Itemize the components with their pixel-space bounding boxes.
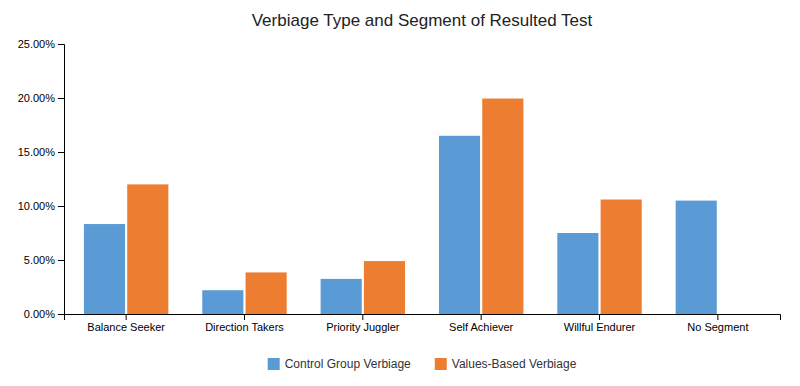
tick: Willful Endurer xyxy=(564,314,636,333)
tick-mark xyxy=(244,314,245,320)
tick-mark xyxy=(58,44,64,45)
tick: 0.00% xyxy=(24,308,64,320)
bar xyxy=(601,200,642,314)
tick: 15.00% xyxy=(18,146,64,158)
tick-mark xyxy=(599,314,600,320)
legend-label: Values-Based Verbiage xyxy=(452,357,577,371)
tick-mark xyxy=(58,314,64,315)
legend-item: Control Group Verbiage xyxy=(268,357,411,371)
tick: 10.00% xyxy=(18,200,64,212)
plot: 0.00% 5.00% 10.00% 15.00% 20.00% 25.00% Balanc… xyxy=(18,38,781,333)
tick-label: Balance Seeker xyxy=(87,321,165,333)
legend-item: Values-Based Verbiage xyxy=(435,357,577,371)
bar xyxy=(482,99,523,314)
tick-mark xyxy=(58,98,64,99)
tick-mark xyxy=(362,314,363,320)
tick-label: 5.00% xyxy=(24,254,55,266)
tick: 25.00% xyxy=(18,38,64,50)
tick-mark xyxy=(481,314,482,320)
bar xyxy=(719,314,760,315)
tick-label: 15.00% xyxy=(18,146,56,158)
legend-swatch xyxy=(268,358,280,370)
legend-swatch xyxy=(435,358,447,370)
tick-label: 25.00% xyxy=(18,38,56,50)
bar xyxy=(557,233,598,314)
bar xyxy=(202,290,243,314)
series xyxy=(84,136,717,314)
tick-label: 20.00% xyxy=(18,92,56,104)
tick: 5.00% xyxy=(24,254,64,266)
tick-mark xyxy=(126,314,127,320)
bar xyxy=(246,272,287,314)
tick-label: 10.00% xyxy=(18,200,56,212)
tick-mark xyxy=(58,206,64,207)
tick: No Segment xyxy=(687,314,748,333)
title: Verbiage Type and Segment of Resulted Te… xyxy=(252,11,593,30)
tick: Direction Takers xyxy=(205,314,284,333)
tick-mark xyxy=(717,314,718,320)
bar xyxy=(84,224,125,314)
legend-label: Control Group Verbiage xyxy=(285,357,411,371)
x-axis: Balance Seeker Direction Takers Priority J… xyxy=(65,314,781,333)
tick-mark xyxy=(58,152,64,153)
series xyxy=(127,99,642,314)
bar xyxy=(127,184,168,314)
tick-label: Direction Takers xyxy=(205,321,284,333)
bars xyxy=(84,99,717,314)
tick: Self Achiever xyxy=(449,314,514,333)
tick-label: No Segment xyxy=(687,321,748,333)
axis-line xyxy=(65,315,781,321)
chart: Verbiage Type and Segment of Resulted Te… xyxy=(0,0,800,386)
bar xyxy=(439,136,480,314)
bar xyxy=(676,201,717,314)
bar xyxy=(364,261,405,314)
tick: Balance Seeker xyxy=(87,314,165,333)
tick-mark xyxy=(58,260,64,261)
bar xyxy=(321,279,362,314)
axis-line xyxy=(58,45,65,315)
tick-label: Priority Juggler xyxy=(326,321,400,333)
y-axis: 0.00% 5.00% 10.00% 15.00% 20.00% 25.00% xyxy=(18,38,65,320)
tick-label: 0.00% xyxy=(24,308,55,320)
tick-label: Willful Endurer xyxy=(564,321,636,333)
tick-label: Self Achiever xyxy=(449,321,514,333)
tick: 20.00% xyxy=(18,92,64,104)
legend: Control Group Verbiage Values-Based Verbi… xyxy=(268,357,577,371)
tick: Priority Juggler xyxy=(326,314,400,333)
